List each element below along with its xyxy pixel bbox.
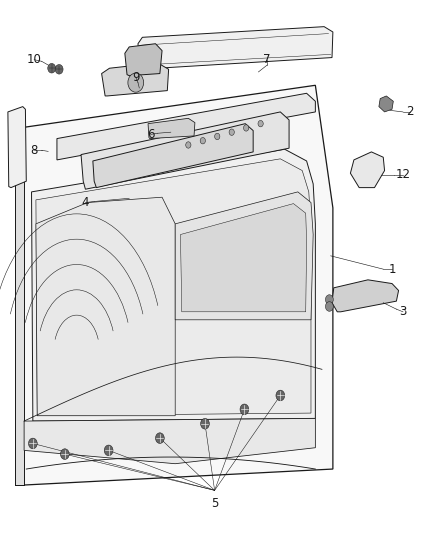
Circle shape — [186, 142, 191, 148]
Circle shape — [229, 129, 234, 135]
Circle shape — [200, 138, 205, 144]
Circle shape — [240, 404, 249, 415]
Polygon shape — [57, 93, 315, 160]
Polygon shape — [81, 112, 289, 189]
Circle shape — [104, 445, 113, 456]
Text: 10: 10 — [27, 53, 42, 66]
Polygon shape — [175, 192, 313, 320]
Circle shape — [155, 433, 164, 443]
Polygon shape — [148, 118, 195, 139]
Text: 3: 3 — [399, 305, 406, 318]
Text: 5: 5 — [211, 497, 218, 510]
Circle shape — [325, 302, 333, 311]
Circle shape — [325, 295, 333, 304]
Circle shape — [48, 63, 56, 73]
Polygon shape — [102, 63, 169, 96]
Polygon shape — [36, 197, 175, 416]
Text: 4: 4 — [81, 196, 89, 209]
Polygon shape — [15, 128, 20, 485]
Text: 9: 9 — [132, 71, 140, 84]
Polygon shape — [138, 27, 333, 69]
Polygon shape — [93, 124, 253, 188]
Circle shape — [201, 418, 209, 429]
Text: 2: 2 — [406, 106, 413, 118]
Polygon shape — [36, 159, 311, 416]
Text: 6: 6 — [147, 128, 155, 141]
Polygon shape — [180, 204, 307, 312]
Text: 7: 7 — [263, 53, 271, 66]
Text: 8: 8 — [31, 144, 38, 157]
Circle shape — [244, 125, 249, 131]
Polygon shape — [350, 152, 385, 188]
Circle shape — [28, 438, 37, 449]
Polygon shape — [379, 96, 393, 112]
Polygon shape — [125, 44, 162, 76]
Circle shape — [128, 73, 144, 92]
Polygon shape — [32, 149, 315, 421]
Circle shape — [60, 449, 69, 459]
Text: 12: 12 — [396, 168, 410, 181]
Circle shape — [215, 133, 220, 140]
Polygon shape — [20, 85, 333, 485]
Polygon shape — [332, 280, 399, 312]
Circle shape — [276, 390, 285, 401]
Text: 1: 1 — [388, 263, 396, 276]
Circle shape — [258, 120, 263, 127]
Polygon shape — [15, 128, 24, 485]
Polygon shape — [24, 418, 315, 464]
Polygon shape — [8, 107, 26, 188]
Circle shape — [55, 64, 63, 74]
